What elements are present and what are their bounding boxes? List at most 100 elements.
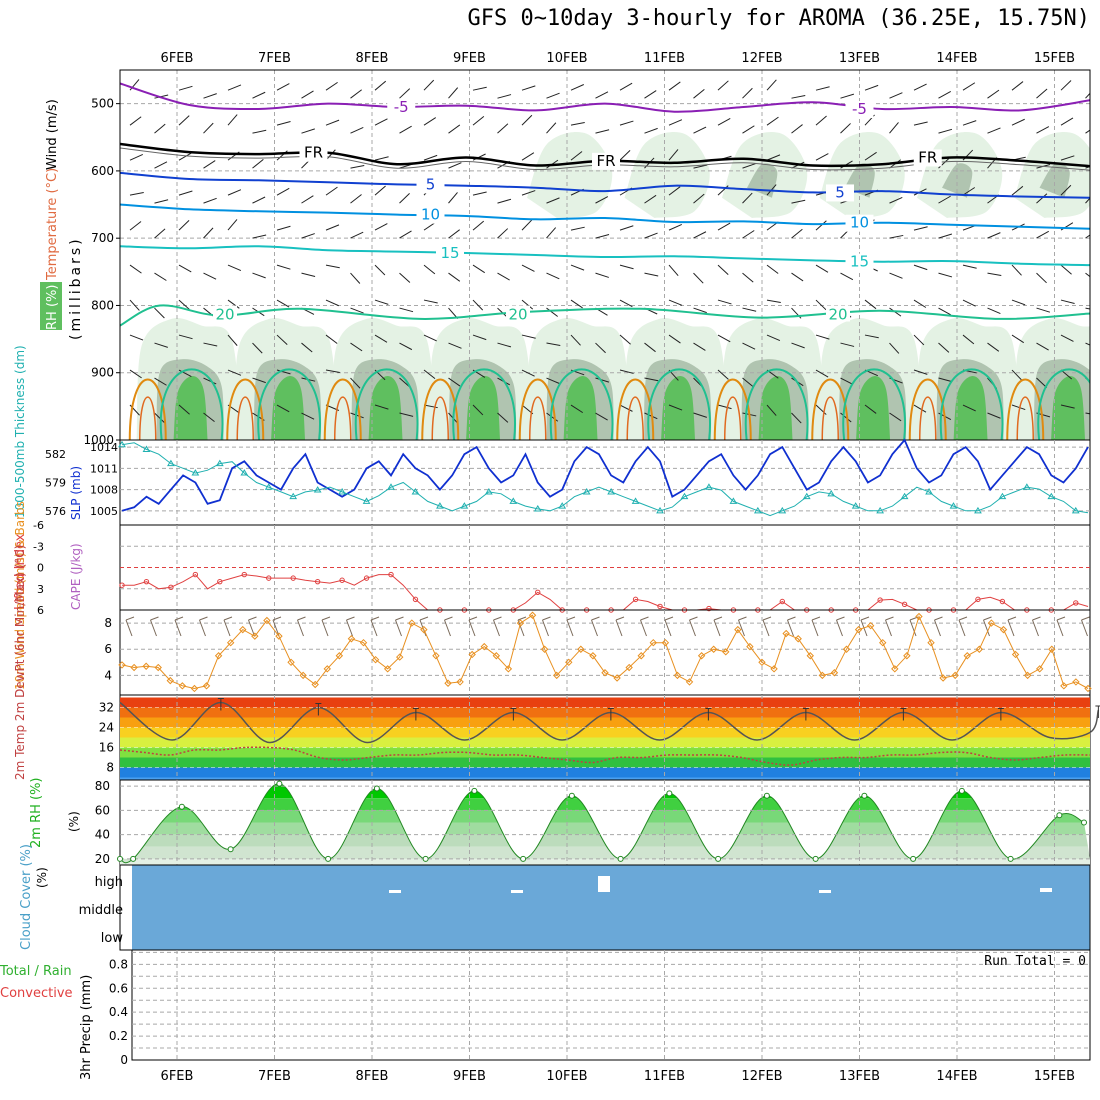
wind-barb: [717, 334, 731, 343]
contour-label-bg: [416, 176, 445, 194]
wind-tick-label: 8: [104, 616, 112, 630]
date-label-bottom: 13FEB: [839, 1069, 880, 1084]
wind-barb: [668, 334, 681, 344]
wind10m-point: [866, 621, 875, 630]
surface-wind-barb-tick: [689, 616, 698, 621]
rh20-contour: [159, 368, 224, 440]
warm-contour-inner: [821, 396, 839, 440]
wind10m-point: [927, 638, 935, 647]
wind10m-point: [806, 652, 814, 660]
wind-barb: [619, 82, 633, 91]
wind10m-point: [987, 619, 996, 627]
wind10m-point: [1011, 650, 1020, 659]
mid-rh-shade: [527, 132, 613, 218]
surface-wind-barb: [958, 619, 966, 637]
surface-wind-barb-tick: [370, 616, 380, 621]
surface-wind-barb: [811, 619, 819, 637]
wind-barb: [325, 186, 338, 196]
wind-barb: [178, 115, 190, 126]
rh-label-bg: [213, 305, 237, 322]
surface-wind-barb-tick: [517, 616, 527, 621]
date-label-bottom: 11FEB: [644, 1069, 685, 1084]
wind-barb: [742, 342, 756, 350]
wind-barb: [154, 412, 165, 424]
wind-barb: [399, 412, 414, 417]
surface-wind-barb: [909, 619, 917, 637]
wind-barb: [448, 162, 462, 169]
wind-barb: [497, 228, 509, 239]
dewpt-line: [119, 746, 1091, 766]
wind-barb: [252, 272, 266, 279]
warm-contour-inner: [431, 396, 449, 440]
wind10m-point: [975, 645, 984, 653]
wind10m-point: [251, 632, 259, 640]
wind-barb: [693, 412, 707, 418]
temp-contour-0: [120, 82, 1090, 113]
wind10m-point: [202, 682, 211, 690]
precip-frame: [131, 949, 1091, 1061]
wind-barb: [717, 117, 731, 126]
precip-tick-label: 0.4: [109, 1005, 128, 1019]
contour-label-bg: [845, 253, 874, 271]
rh2m-point: [861, 792, 868, 799]
wind-barb: [472, 264, 486, 274]
surface-wind-barb: [199, 619, 206, 637]
slp-tick-label: 1014: [90, 441, 118, 454]
contour-label-bg: [845, 214, 874, 232]
rh2m-point: [130, 855, 137, 862]
wind-barb: [987, 127, 1001, 134]
wind-barb: [1060, 264, 1072, 275]
wind-barb: [276, 225, 291, 231]
wind-barb: [693, 307, 707, 314]
warm-contour: [1006, 378, 1045, 440]
wind-barb: [252, 377, 266, 384]
ylabel-precip-conv: Convective: [0, 986, 73, 1001]
wind-barb: [423, 154, 438, 161]
rh-label-bg: [506, 305, 530, 322]
wind-barb: [350, 412, 364, 419]
wind-barb: [668, 223, 682, 231]
wind-barb: [693, 231, 707, 239]
surface-wind-barb: [591, 619, 598, 637]
wind10m-point: [818, 671, 827, 680]
rh-band: [120, 822, 1090, 835]
date-label-bottom: 7FEB: [258, 1069, 291, 1084]
wind-barb: [497, 412, 509, 423]
wind10m-point: [142, 662, 150, 670]
wind-barb: [717, 404, 732, 410]
thickness-point: [289, 492, 298, 500]
rh-shade-dark: [271, 376, 306, 440]
thickness-point: [851, 502, 860, 509]
wind-barb: [350, 377, 361, 389]
wind-barb: [301, 412, 315, 420]
wind-barb: [374, 185, 386, 196]
li-tick-label: -3: [33, 540, 44, 553]
surface-wind-barb-tick: [542, 616, 551, 621]
wind-barb: [374, 264, 386, 276]
wind-barb: [570, 151, 583, 161]
temp-line: [119, 701, 1100, 744]
wind-barb: [938, 377, 953, 383]
wind-barb: [840, 93, 855, 99]
wind-barb: [325, 299, 339, 307]
wind-barb: [521, 334, 536, 339]
wind-barb: [742, 230, 755, 239]
wind-barb: [448, 87, 459, 99]
wind-barb: [276, 83, 290, 91]
wind-barb: [913, 121, 928, 126]
temp-band: [120, 747, 1090, 758]
surface-wind-barb-tick: [248, 616, 257, 621]
rh2m-point: [617, 855, 624, 862]
wind10m-point: [794, 635, 802, 643]
rh2m-point: [422, 855, 429, 862]
surface-wind-barb: [150, 619, 157, 637]
contour-label: -5: [394, 98, 409, 116]
wind-barb: [791, 272, 804, 282]
wind-barb: [987, 89, 1000, 99]
wind-barb: [154, 228, 166, 239]
wind-barb: [203, 93, 217, 99]
wind-barb: [913, 369, 928, 375]
surface-wind-barb-tick: [885, 616, 894, 621]
wind-barb: [227, 114, 238, 126]
surface-wind-barb-tick: [860, 616, 870, 621]
